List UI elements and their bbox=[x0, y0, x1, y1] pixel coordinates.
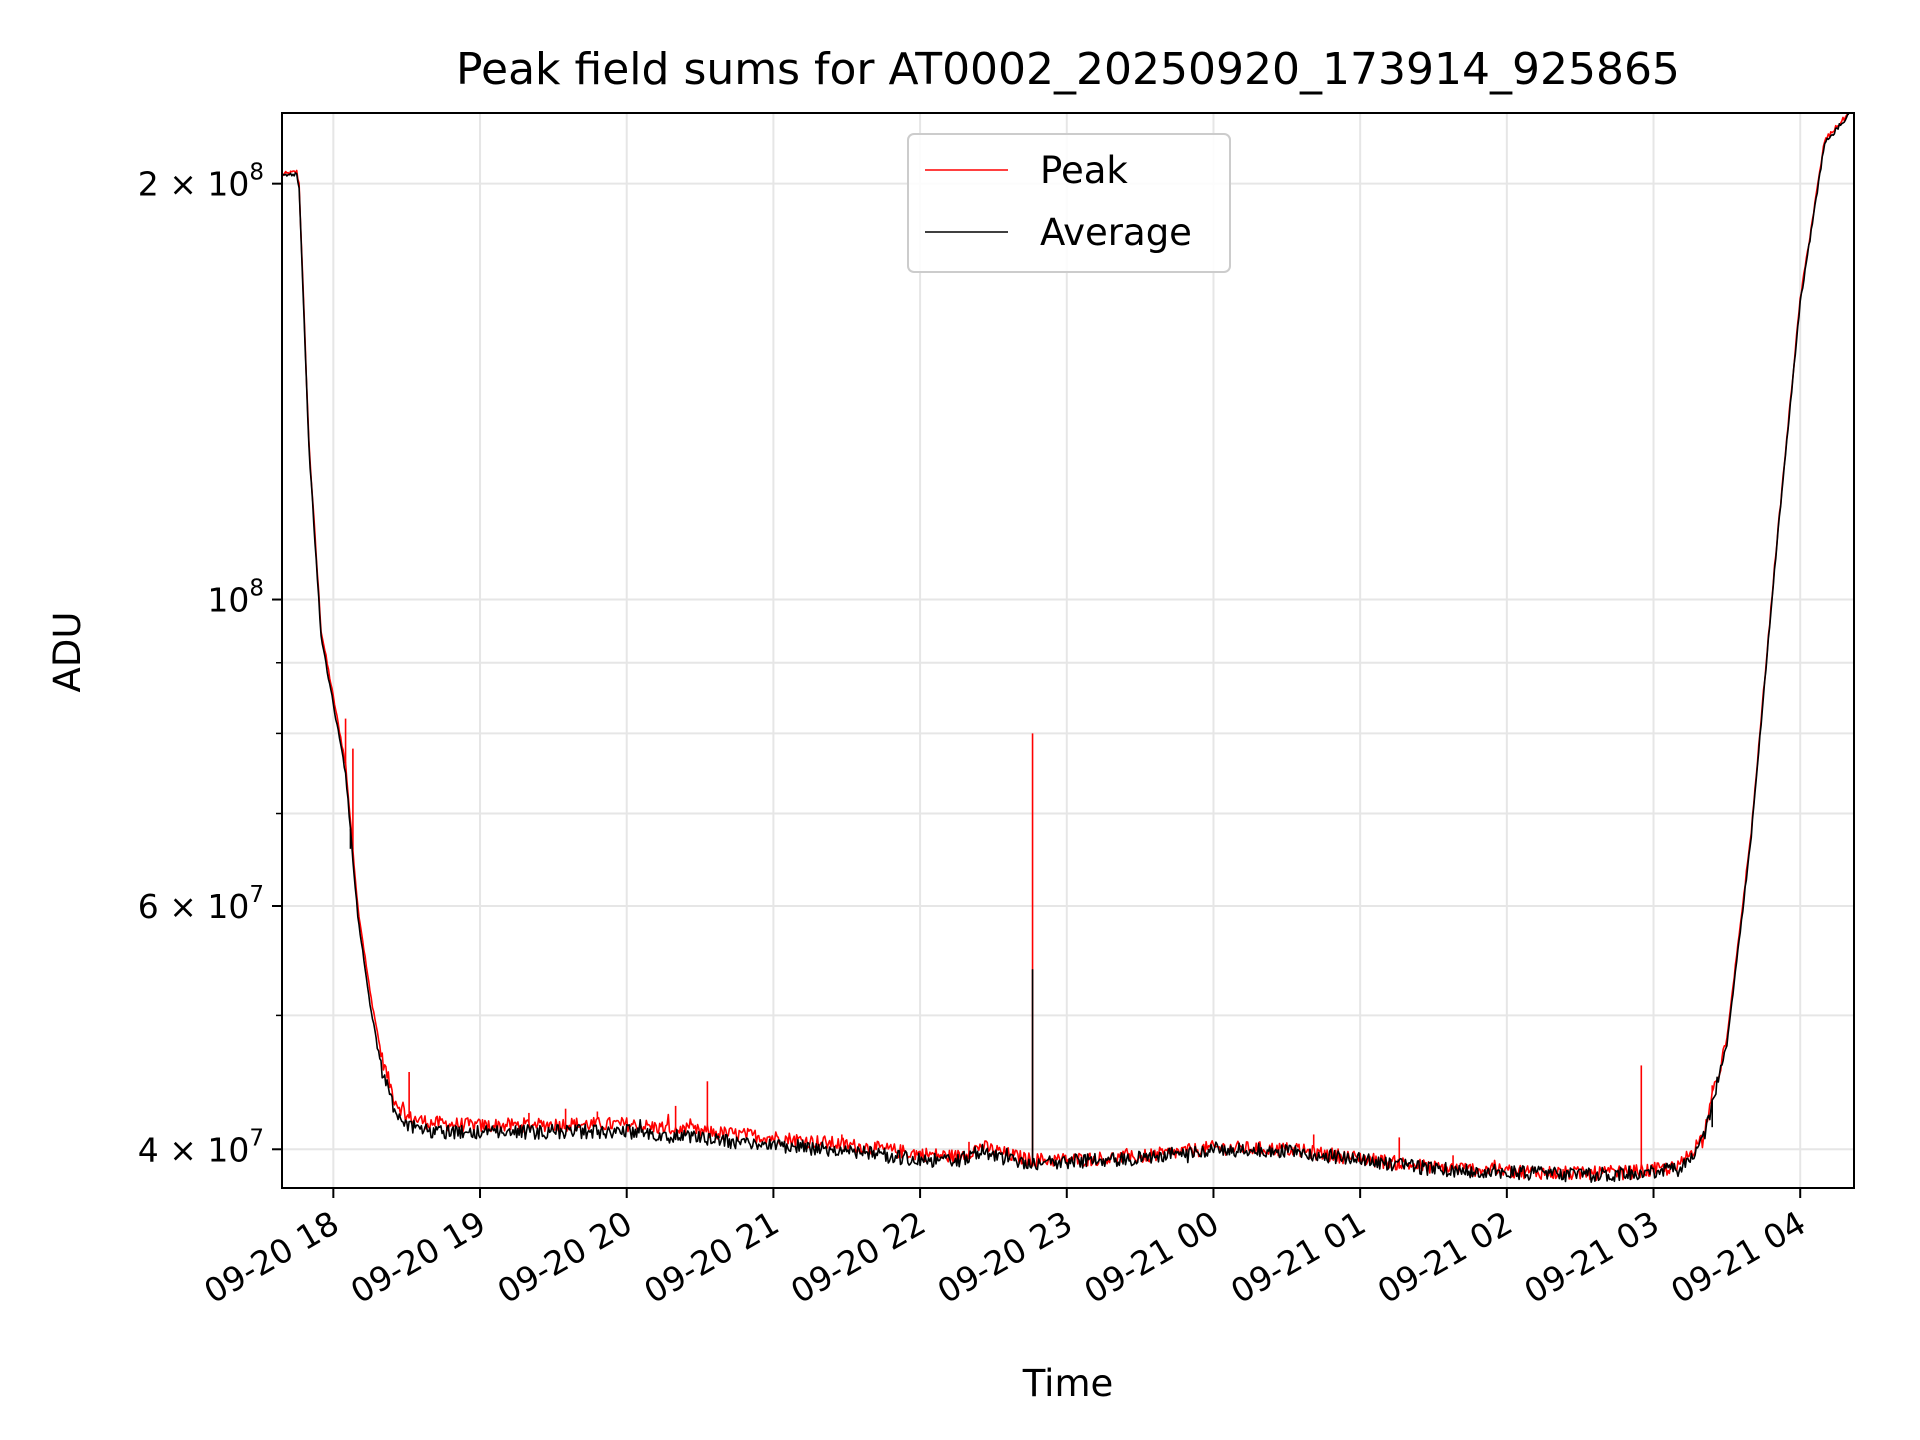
x-tick-label: 09-21 00 bbox=[1077, 1203, 1225, 1311]
plot-frame bbox=[281, 112, 1855, 1189]
x-axis-label: Time bbox=[1022, 1362, 1114, 1405]
y-tick-base: 2 × 10 bbox=[138, 165, 250, 204]
x-tick-label: 09-20 23 bbox=[931, 1203, 1079, 1311]
series-line-average bbox=[281, 113, 1850, 1183]
x-tick-label: 09-21 04 bbox=[1664, 1203, 1812, 1311]
y-tick-label: 4 × 107 bbox=[138, 1125, 264, 1169]
y-tick-label: 108 bbox=[207, 576, 264, 620]
series-line-peak bbox=[281, 112, 1850, 1182]
legend: Peak Average bbox=[907, 133, 1231, 273]
y-tick-base: 4 × 10 bbox=[138, 1130, 250, 1169]
y-tick-base: 6 × 10 bbox=[138, 887, 250, 926]
y-tick-exponent: 8 bbox=[249, 576, 264, 602]
x-tick-label: 09-20 22 bbox=[784, 1203, 932, 1311]
x-tick-label: 09-21 02 bbox=[1371, 1203, 1519, 1311]
x-tick-label: 09-20 18 bbox=[197, 1203, 345, 1311]
chart-title: Peak field sums for AT0002_20250920_1739… bbox=[456, 44, 1680, 95]
x-tick-label: 09-20 19 bbox=[344, 1203, 492, 1311]
legend-box bbox=[907, 133, 1231, 273]
x-tick-label: 09-20 20 bbox=[491, 1203, 639, 1311]
x-tick-label: 09-21 03 bbox=[1518, 1203, 1666, 1311]
legend-average-label: Average bbox=[1040, 211, 1192, 254]
y-tick-label: 6 × 107 bbox=[138, 882, 264, 926]
x-tick-label: 09-20 21 bbox=[637, 1203, 785, 1311]
y-tick-exponent: 8 bbox=[249, 160, 264, 186]
y-tick-exponent: 7 bbox=[249, 882, 264, 908]
y-axis-label: ADU bbox=[46, 612, 89, 693]
x-tick-label: 09-21 01 bbox=[1224, 1203, 1372, 1311]
grid bbox=[282, 113, 1854, 1188]
y-tick-label: 2 × 108 bbox=[138, 160, 264, 204]
y-tick-exponent: 7 bbox=[249, 1125, 264, 1151]
plot-lines bbox=[281, 112, 1850, 1183]
y-tick-base: 10 bbox=[207, 581, 249, 620]
legend-peak-label: Peak bbox=[1040, 149, 1128, 192]
